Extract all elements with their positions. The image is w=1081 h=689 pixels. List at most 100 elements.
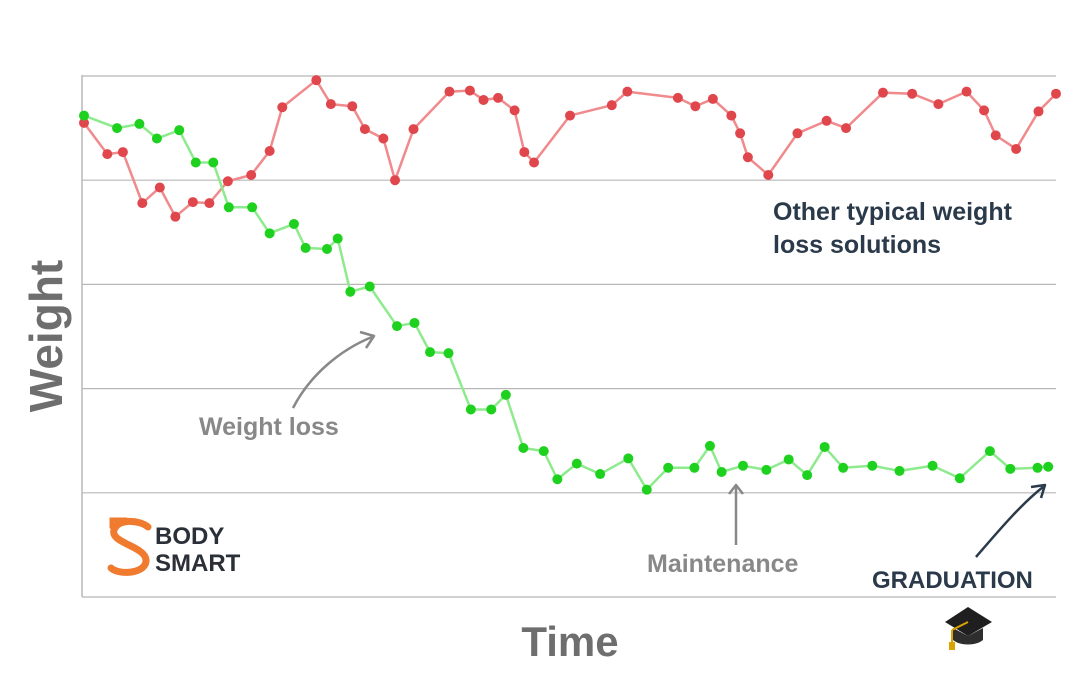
data-point — [443, 348, 454, 359]
data-point — [690, 101, 701, 112]
data-point — [359, 124, 370, 135]
data-point — [1011, 143, 1022, 154]
maintenance-annotation: Maintenance — [647, 550, 799, 578]
data-point — [204, 198, 215, 209]
data-point — [465, 404, 476, 415]
graduation-arrowhead — [1030, 483, 1047, 499]
data-point — [1051, 88, 1061, 99]
data-point — [378, 133, 389, 144]
data-point — [894, 465, 905, 476]
data-point — [763, 169, 774, 180]
weight-loss-arrow — [291, 335, 373, 409]
data-point — [187, 197, 198, 208]
data-point — [79, 110, 89, 121]
data-point — [247, 202, 258, 213]
x-axis-label: Time — [521, 618, 618, 665]
data-point — [979, 105, 990, 116]
data-point — [246, 169, 257, 180]
data-point — [478, 94, 489, 105]
data-point — [716, 466, 727, 477]
body-smart-logo: BODY SMART — [107, 517, 241, 577]
data-point — [345, 286, 356, 297]
data-point — [1032, 462, 1043, 473]
data-point — [984, 446, 995, 457]
data-point — [802, 470, 813, 481]
data-point — [112, 123, 123, 134]
graduation-cap-icon — [945, 607, 992, 650]
data-point — [311, 75, 322, 86]
data-point — [927, 460, 938, 471]
data-point — [622, 86, 633, 97]
data-point — [519, 147, 530, 158]
logo-mark-icon — [107, 517, 152, 576]
data-point — [391, 321, 402, 332]
graduation-annotation: GRADUATION — [872, 567, 1033, 594]
data-point — [641, 484, 652, 495]
data-point — [761, 464, 772, 475]
data-point — [571, 458, 582, 469]
series-other-solutions — [79, 75, 1061, 222]
data-point — [877, 87, 888, 98]
data-point — [509, 105, 520, 116]
data-point — [332, 233, 343, 244]
data-point — [500, 389, 511, 400]
data-point — [154, 182, 165, 193]
data-point — [735, 128, 746, 139]
y-axis-label: Weight — [20, 260, 72, 412]
data-point — [408, 124, 419, 135]
data-point — [390, 175, 401, 186]
graduation-arrow — [975, 486, 1044, 558]
data-point — [102, 149, 113, 160]
other-solutions-annotation: Other typical weight loss solutions — [773, 198, 1012, 259]
data-point — [933, 99, 944, 110]
data-point — [595, 469, 606, 480]
data-point — [518, 442, 529, 453]
data-point — [1043, 461, 1054, 472]
logo-line1: BODY — [155, 523, 224, 550]
data-point — [222, 176, 233, 187]
series-layer — [79, 75, 1061, 495]
data-point — [1005, 463, 1016, 474]
data-point — [663, 462, 674, 473]
data-point — [990, 130, 1001, 141]
data-point — [444, 86, 455, 97]
data-point — [819, 441, 830, 452]
data-point — [347, 101, 358, 112]
data-point — [707, 93, 718, 104]
data-point — [151, 133, 162, 144]
data-point — [907, 88, 918, 99]
data-point — [137, 198, 148, 209]
data-point — [300, 242, 311, 253]
data-point — [264, 228, 275, 239]
data-point — [738, 460, 749, 471]
weight-loss-annotation: Weight loss — [199, 413, 339, 441]
data-point — [223, 202, 234, 213]
data-point — [623, 453, 634, 464]
data-point — [364, 281, 375, 292]
other-solutions-annotation-box: Other typical weight loss solutions — [773, 198, 1012, 259]
data-point — [322, 243, 332, 254]
data-point — [565, 110, 575, 121]
data-point — [529, 157, 540, 168]
data-point — [726, 110, 737, 121]
data-point — [606, 100, 617, 111]
data-point — [264, 146, 275, 157]
gridlines — [82, 75, 1056, 598]
data-point — [704, 440, 715, 451]
data-point — [425, 347, 436, 358]
data-point — [783, 454, 794, 465]
maintenance-arrowhead — [728, 483, 744, 495]
data-point — [170, 211, 181, 222]
data-point — [552, 474, 563, 485]
data-point — [277, 102, 288, 113]
data-point — [689, 462, 700, 473]
data-point — [208, 157, 219, 168]
data-point — [288, 218, 299, 229]
data-point — [538, 446, 549, 457]
data-point — [493, 92, 504, 103]
data-point — [961, 86, 972, 97]
data-point — [409, 317, 420, 328]
data-point — [867, 460, 878, 471]
data-point — [174, 125, 185, 136]
data-point — [838, 462, 849, 473]
